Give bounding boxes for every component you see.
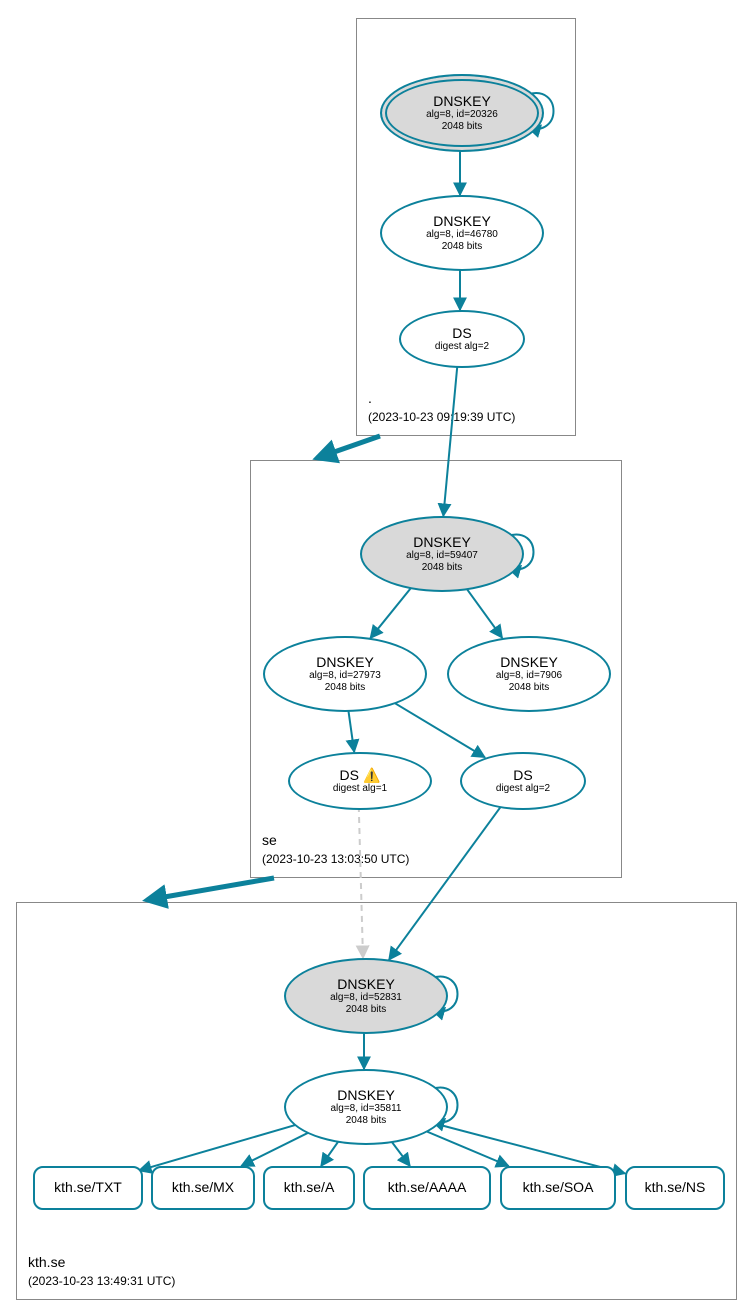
node-se_ds2: DSdigest alg=2	[460, 752, 586, 810]
node-se_zsk2: DNSKEYalg=8, id=79062048 bits	[447, 636, 611, 712]
node-kth_ksk: DNSKEYalg=8, id=528312048 bits	[284, 958, 448, 1034]
node-rr_mx: kth.se/MX	[151, 1166, 255, 1210]
node-rr_soa-title: kth.se/SOA	[523, 1180, 594, 1195]
zone-root-time: (2023-10-23 09:19:39 UTC)	[368, 410, 515, 424]
node-kth_zsk-title: DNSKEY	[337, 1088, 395, 1103]
node-rr_ns-title: kth.se/NS	[645, 1180, 706, 1195]
zone-se-label: se	[262, 832, 277, 848]
node-root_ds: DSdigest alg=2	[399, 310, 525, 368]
node-rr_aaaa-title: kth.se/AAAA	[388, 1180, 467, 1195]
node-kth_ksk-title: DNSKEY	[337, 977, 395, 992]
node-se_zsk1: DNSKEYalg=8, id=279732048 bits	[263, 636, 427, 712]
node-rr_txt: kth.se/TXT	[33, 1166, 143, 1210]
warning-icon: ⚠️	[363, 767, 380, 783]
node-root_ksk: DNSKEYalg=8, id=203262048 bits	[380, 74, 544, 152]
node-se_zsk2-sub1: alg=8, id=7906	[496, 670, 562, 682]
node-se_ksk: DNSKEYalg=8, id=594072048 bits	[360, 516, 524, 592]
node-se_ksk-title: DNSKEY	[413, 535, 471, 550]
node-root_ds-sub1: digest alg=2	[435, 341, 489, 353]
node-se_ds1-title: DS⚠️	[340, 768, 381, 783]
node-se_ksk-sub2: 2048 bits	[422, 562, 463, 574]
node-rr_aaaa: kth.se/AAAA	[363, 1166, 491, 1210]
node-se_zsk1-title: DNSKEY	[316, 655, 374, 670]
node-se_ksk-sub1: alg=8, id=59407	[406, 550, 478, 562]
node-kth_ksk-sub2: 2048 bits	[346, 1004, 387, 1016]
node-se_ds1: DS⚠️digest alg=1	[288, 752, 432, 810]
node-se_ds2-title: DS	[513, 768, 532, 783]
node-rr_a: kth.se/A	[263, 1166, 355, 1210]
node-root_zsk-sub2: 2048 bits	[442, 241, 483, 253]
node-kth_zsk-sub2: 2048 bits	[346, 1115, 387, 1127]
node-root_ksk-sub2: 2048 bits	[442, 121, 483, 133]
zone-se-time: (2023-10-23 13:03:50 UTC)	[262, 852, 409, 866]
node-root_ksk-title: DNSKEY	[433, 94, 491, 109]
node-root_ksk-sub1: alg=8, id=20326	[426, 109, 498, 121]
node-se_zsk1-sub1: alg=8, id=27973	[309, 670, 381, 682]
node-kth_zsk-sub1: alg=8, id=35811	[331, 1103, 402, 1115]
node-kth_ksk-sub1: alg=8, id=52831	[330, 992, 402, 1004]
zone-kthse-label: kth.se	[28, 1254, 65, 1270]
node-se_zsk1-sub2: 2048 bits	[325, 682, 366, 694]
node-se_zsk2-title: DNSKEY	[500, 655, 558, 670]
node-rr_soa: kth.se/SOA	[500, 1166, 616, 1210]
node-se_ds2-sub1: digest alg=2	[496, 783, 550, 795]
node-rr_mx-title: kth.se/MX	[172, 1180, 234, 1195]
node-rr_a-title: kth.se/A	[284, 1180, 335, 1195]
node-se_ds1-sub1: digest alg=1	[333, 783, 387, 795]
node-root_zsk-title: DNSKEY	[433, 214, 491, 229]
node-rr_ns: kth.se/NS	[625, 1166, 725, 1210]
node-root_zsk: DNSKEYalg=8, id=467802048 bits	[380, 195, 544, 271]
node-kth_zsk: DNSKEYalg=8, id=358112048 bits	[284, 1069, 448, 1145]
node-root_zsk-sub1: alg=8, id=46780	[426, 229, 498, 241]
zone-kthse-time: (2023-10-23 13:49:31 UTC)	[28, 1274, 175, 1288]
zone-root-label: .	[368, 390, 372, 406]
node-root_ds-title: DS	[452, 326, 471, 341]
node-se_zsk2-sub2: 2048 bits	[509, 682, 550, 694]
node-rr_txt-title: kth.se/TXT	[54, 1180, 122, 1195]
